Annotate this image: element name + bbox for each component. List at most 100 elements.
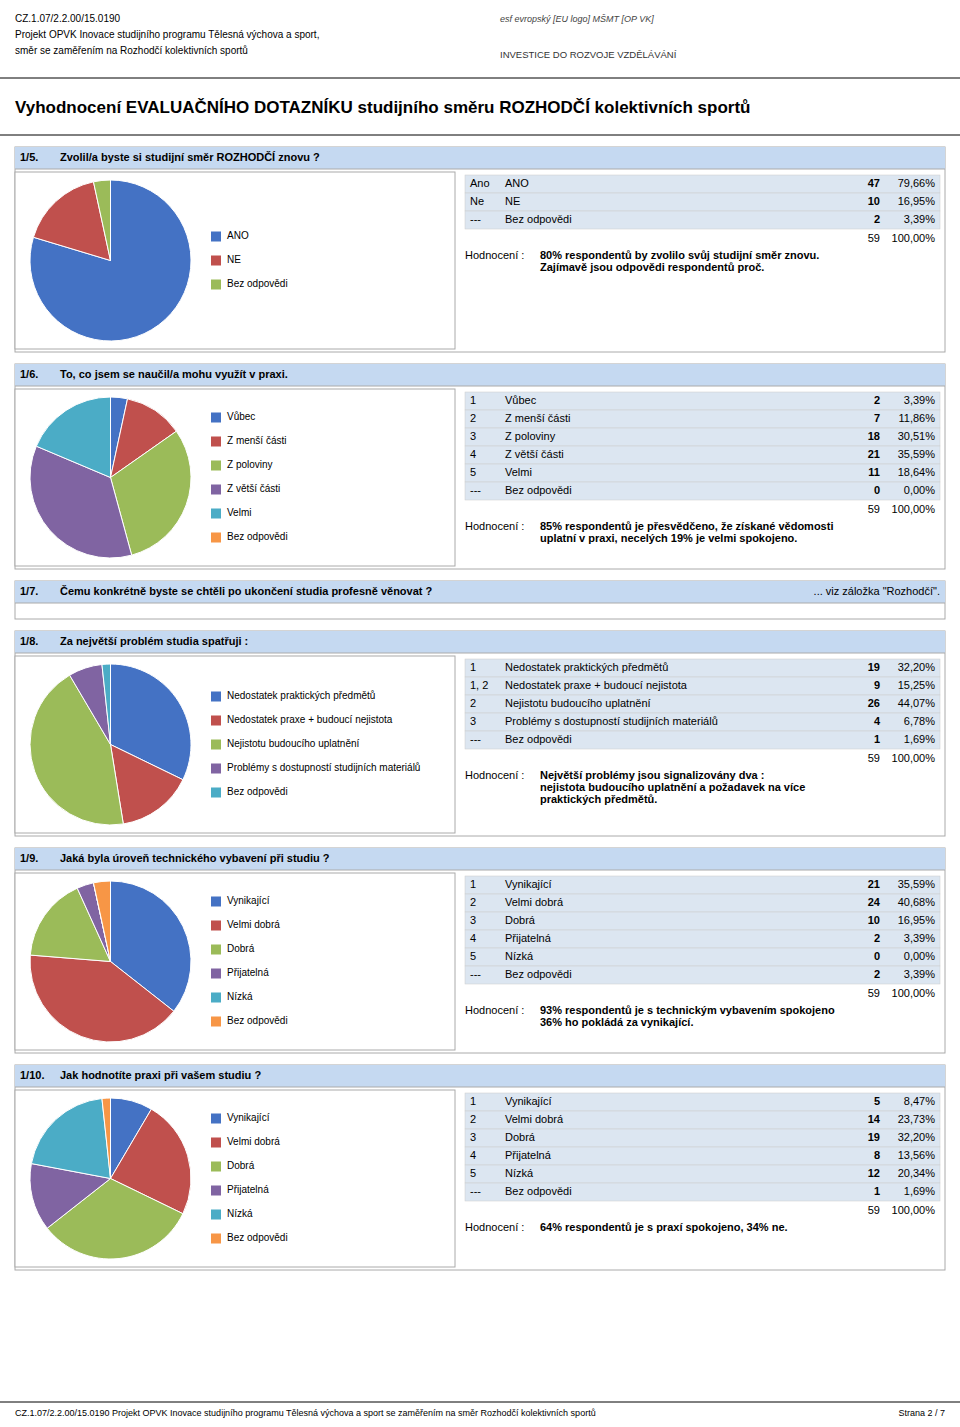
- legend-swatch: [211, 461, 221, 471]
- section-header-bar: [15, 1065, 945, 1087]
- legend-swatch: [211, 232, 221, 242]
- table-row: [465, 211, 940, 229]
- legend-swatch: [211, 945, 221, 955]
- row-short-label: 3: [470, 715, 476, 727]
- header-line: směr se zaměřením na Rozhodčí kolektivní…: [15, 45, 248, 56]
- row-value: 12: [868, 1167, 880, 1179]
- row-label: Nízká: [505, 1167, 534, 1179]
- footer-right: Strana 2 / 7: [898, 1408, 945, 1418]
- legend-label: Nedostatek praxe + budoucí nejistota: [227, 714, 393, 725]
- legend-swatch: [211, 256, 221, 266]
- row-value: 18: [868, 430, 880, 442]
- chart-box: [15, 873, 455, 1050]
- assessment-label: Hodnocení :: [465, 1221, 524, 1233]
- legend-swatch: [211, 969, 221, 979]
- table-row: [465, 1147, 940, 1165]
- legend-swatch: [211, 764, 221, 774]
- legend-label: Bez odpovědi: [227, 278, 288, 289]
- assessment-line: uplatní v praxi, necelých 19% je velmi s…: [540, 532, 797, 544]
- legend-swatch: [211, 740, 221, 750]
- section: 1/8.Za největší problém studia spatřuji …: [15, 631, 945, 836]
- row-label: Velmi: [505, 466, 532, 478]
- legend: VynikajícíVelmi dobráDobráPřijatelnáNízk…: [211, 895, 288, 1026]
- assessment-line: 36% ho pokládá za vynikající.: [540, 1016, 693, 1028]
- chart-box: [15, 172, 455, 349]
- table: AnoANO4779,66%NeNE1016,95%---Bez odpověd…: [465, 175, 940, 273]
- row-label: Bez odpovědi: [505, 968, 572, 980]
- row-value: 47: [868, 177, 880, 189]
- assessment-line: 64% respondentů je s praxí spokojeno, 34…: [540, 1221, 788, 1233]
- legend-label: Z poloviny: [227, 459, 273, 470]
- legend-label: Z menší části: [227, 435, 286, 446]
- table-row: [465, 659, 940, 677]
- table-row: [465, 193, 940, 211]
- section: 1/9.Jaká byla úroveň technického vybaven…: [15, 848, 945, 1053]
- header-line: CZ.1.07/2.2.00/15.0190: [15, 13, 121, 24]
- section-frame: [15, 581, 945, 619]
- row-percent: 3,39%: [904, 213, 935, 225]
- row-short-label: 2: [470, 412, 476, 424]
- row-percent: 1,69%: [904, 733, 935, 745]
- logo-text: INVESTICE DO ROZVOJE VZDĚLÁVÁNÍ: [500, 49, 677, 60]
- total-percent: 100,00%: [892, 503, 936, 515]
- legend-swatch: [211, 716, 221, 726]
- pie: [30, 664, 191, 825]
- row-short-label: 5: [470, 466, 476, 478]
- section-header-line: [15, 1087, 945, 1088]
- row-value: 11: [868, 466, 880, 478]
- legend-swatch: [211, 1138, 221, 1148]
- row-short-label: 2: [470, 697, 476, 709]
- table-row: [465, 410, 940, 428]
- row-label: Z poloviny: [505, 430, 556, 442]
- section-header-bar: [15, 364, 945, 386]
- legend-label: Bez odpovědi: [227, 1232, 288, 1243]
- row-label: Bez odpovědi: [505, 484, 572, 496]
- row-short-label: ---: [470, 1185, 481, 1197]
- legend: VynikajícíVelmi dobráDobráPřijatelnáNízk…: [211, 1112, 288, 1243]
- row-label: Dobrá: [505, 914, 536, 926]
- legend: VůbecZ menší částiZ polovinyZ větší část…: [211, 411, 288, 542]
- assessment-line: praktických předmětů.: [540, 793, 657, 805]
- section-header-line: [15, 870, 945, 871]
- row-value: 0: [874, 950, 880, 962]
- row-label: Dobrá: [505, 1131, 536, 1143]
- row-percent: 8,47%: [904, 1095, 935, 1107]
- row-short-label: 1: [470, 878, 476, 890]
- row-percent: 32,20%: [898, 661, 936, 673]
- row-label: Nízká: [505, 950, 534, 962]
- table-row: [465, 695, 940, 713]
- row-short-label: ---: [470, 213, 481, 225]
- row-label: Vůbec: [505, 394, 537, 406]
- pie: [30, 881, 191, 1042]
- row-short-label: 4: [470, 932, 476, 944]
- row-label: Přijatelná: [505, 932, 552, 944]
- row-label: Velmi dobrá: [505, 1113, 564, 1125]
- row-short-label: 1: [470, 394, 476, 406]
- legend-label: Dobrá: [227, 1160, 255, 1171]
- pie-slice: [36, 397, 110, 478]
- table-row: [465, 1183, 940, 1201]
- row-percent: 11,86%: [899, 412, 936, 424]
- legend-swatch: [211, 437, 221, 447]
- assessment-line: 93% respondentů je s technickým vybavení…: [540, 1004, 835, 1016]
- row-percent: 18,64%: [898, 466, 936, 478]
- row-short-label: 2: [470, 1113, 476, 1125]
- row-label: Bez odpovědi: [505, 733, 572, 745]
- table-row: [465, 677, 940, 695]
- row-short-label: 5: [470, 950, 476, 962]
- question-title: Zvolil/a byste si studijní směr ROZHODČÍ…: [60, 151, 320, 163]
- row-label: ANO: [505, 177, 529, 189]
- table: 1Nedostatek praktických předmětů1932,20%…: [465, 659, 940, 805]
- table-row: [465, 930, 940, 948]
- table-row: [465, 392, 940, 410]
- row-label: Velmi dobrá: [505, 896, 564, 908]
- legend-swatch: [211, 921, 221, 931]
- question-title: Za největší problém studia spatřuji :: [60, 635, 248, 647]
- section-header-line: [15, 653, 945, 654]
- legend-label: Velmi dobrá: [227, 1136, 280, 1147]
- legend-label: Problémy s dostupností studijních materi…: [227, 762, 420, 773]
- legend-swatch: [211, 897, 221, 907]
- pie-slice: [30, 180, 191, 341]
- page: CZ.1.07/2.2.00/15.0190Projekt OPVK Inova…: [0, 0, 960, 1427]
- table: 1Vůbec23,39%2Z menší části711,86%3Z polo…: [465, 392, 940, 544]
